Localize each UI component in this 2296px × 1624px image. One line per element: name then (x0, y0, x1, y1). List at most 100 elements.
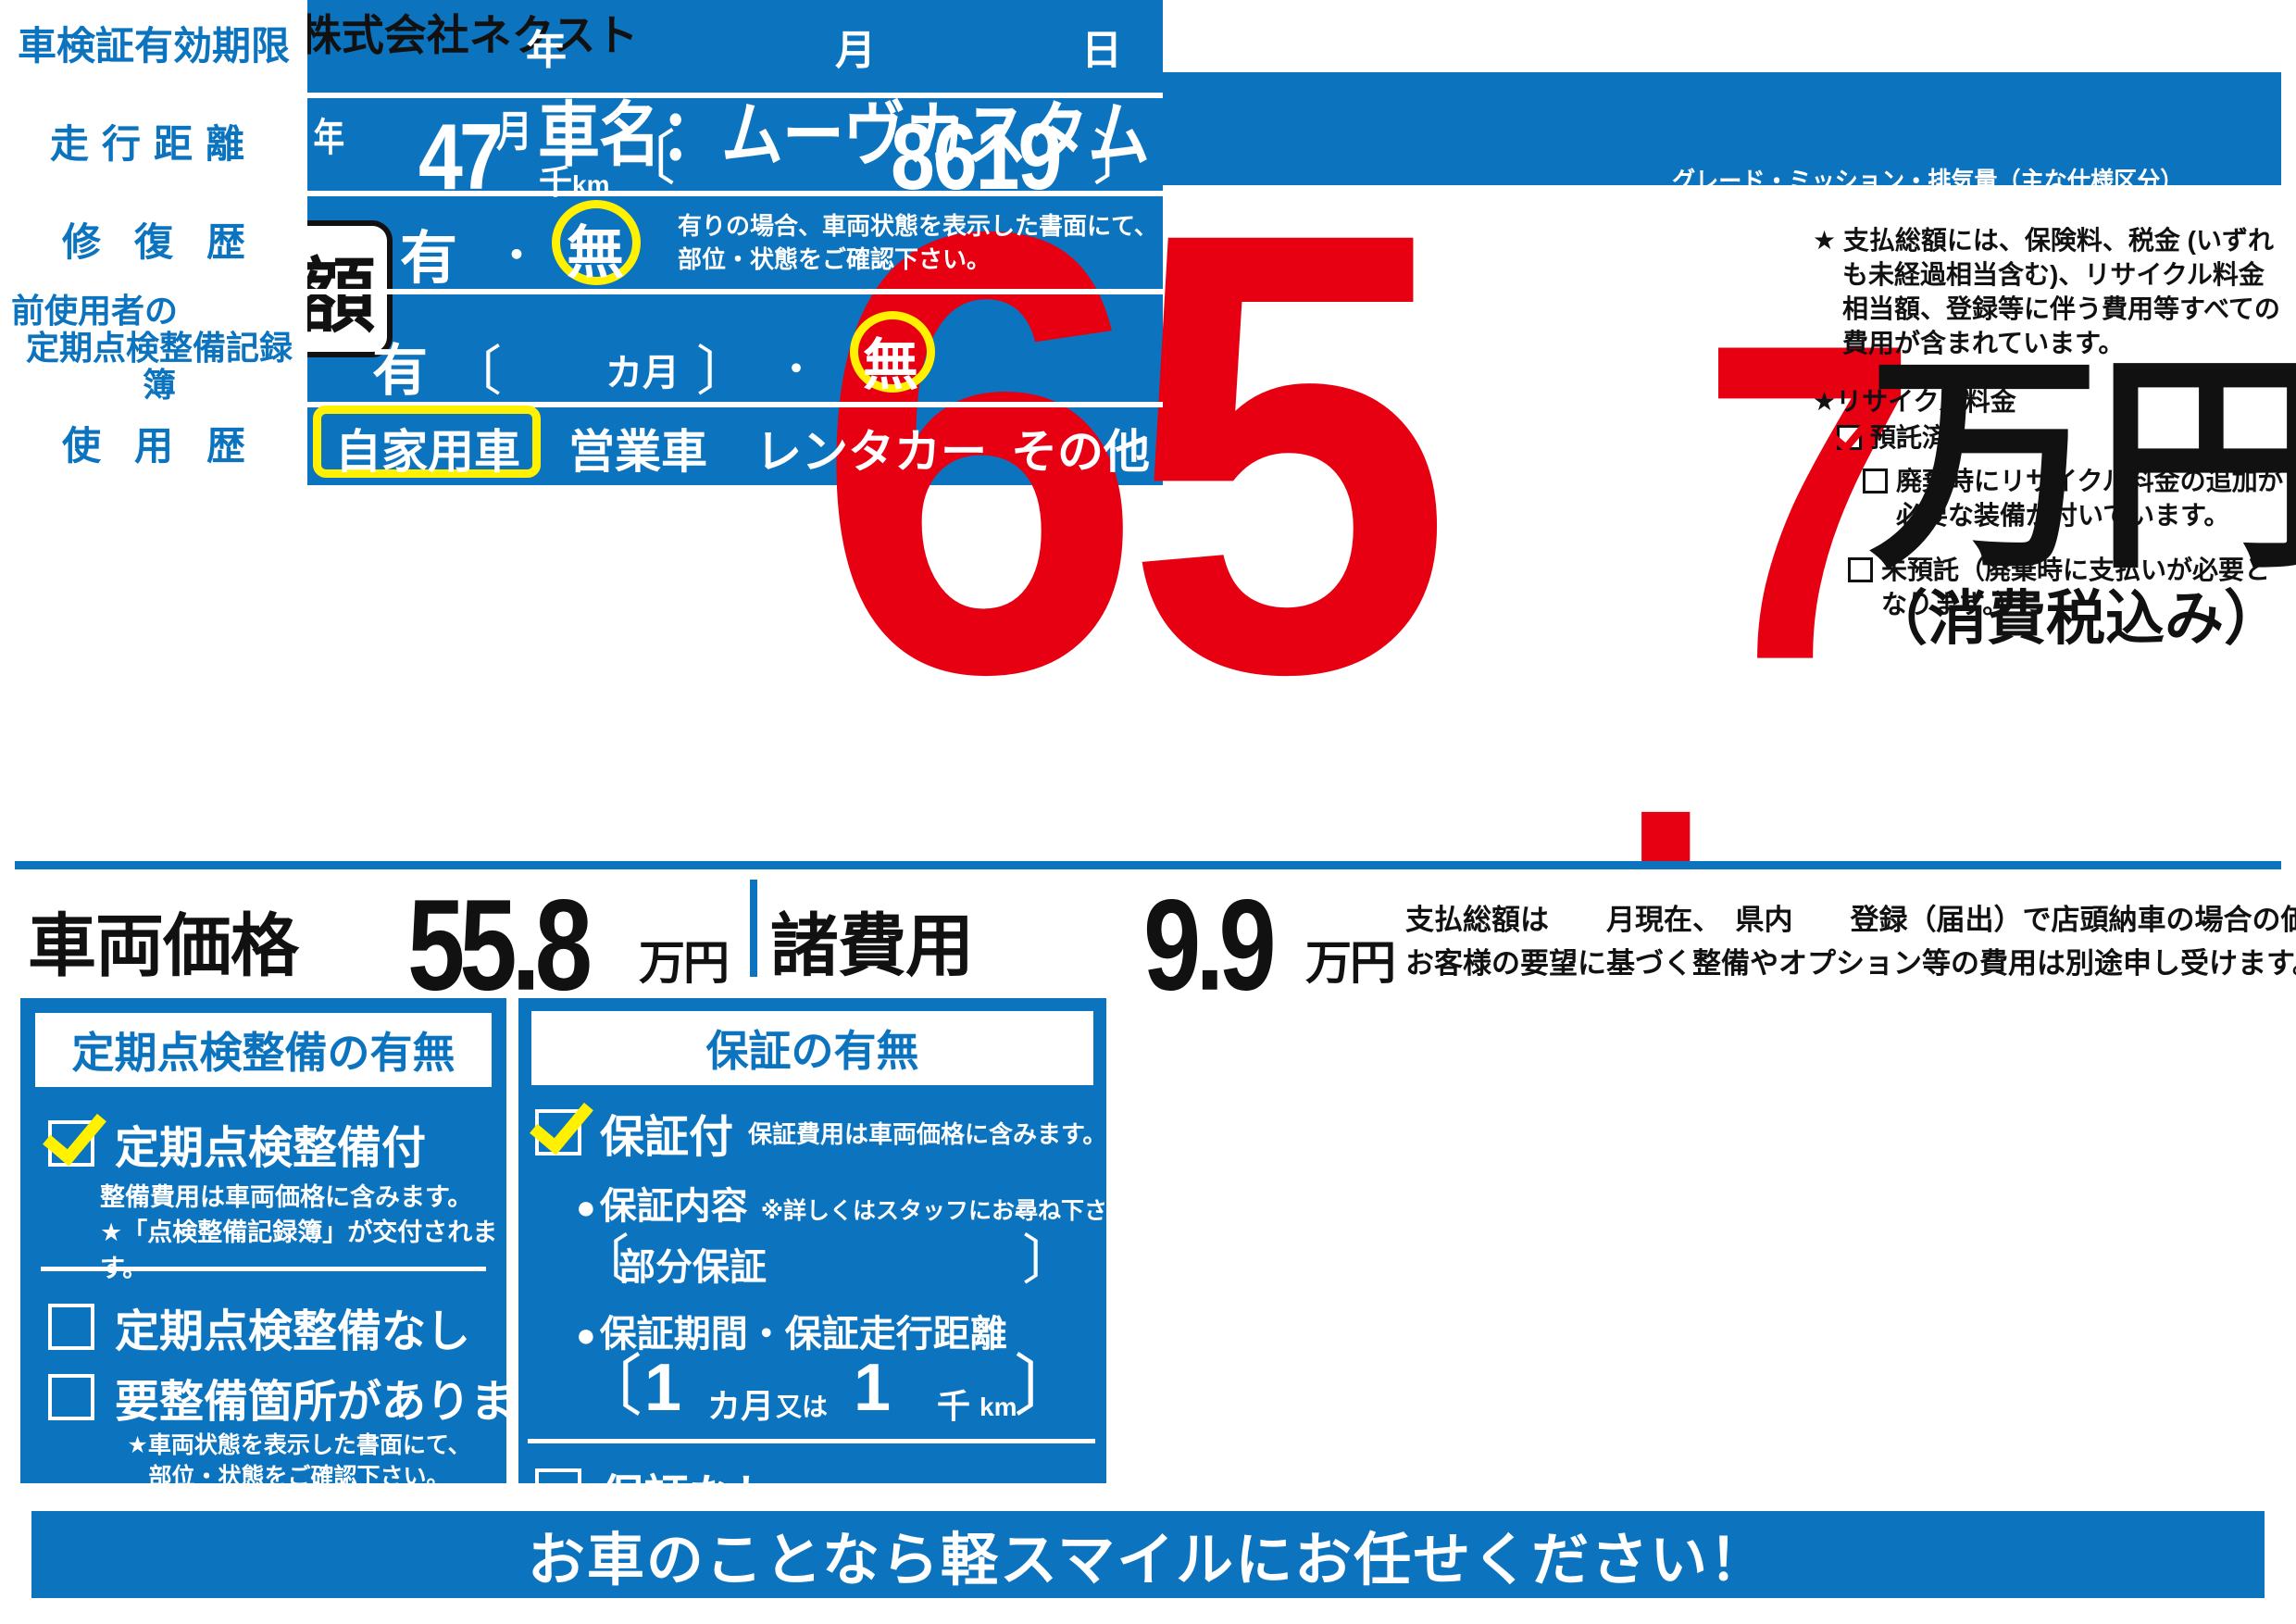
warranty-period-label: 保証期間・保証走行距離 (599, 1314, 1007, 1355)
previous-record-sep: ・ (778, 349, 815, 390)
warranty-panel: 保証の有無 保証付 保証費用は車両価格に含みます。 ● 保証内容 ※詳しくはスタ… (518, 998, 1154, 1521)
repair-history-yes[interactable]: 有 (400, 227, 458, 291)
inspection-panel-divider (41, 1267, 486, 1271)
warranty-period-months: 1 (644, 1351, 682, 1425)
repair-history-note: 有りの場合、車両状態を表示した書面にて、 部位・状態をご確認下さい。 (678, 209, 1159, 277)
section-divider (15, 861, 2281, 869)
inspection-panel: 定期点検整備の有無 定期点検整備付 整備費用は車両価格に含みます。 ★「点検整備… (20, 998, 559, 1490)
vehicle-header-bar: 初度 登録 (検査) H27 年 月 車名：ムーヴカスタム グレード・ミッション… (15, 72, 2281, 266)
row-value-mileage[interactable]: 47 千km 〔 8619 〕 (307, 98, 1163, 209)
warranty-content-note: ※詳しくはスタッフにお尋ね下さい。 (760, 1198, 1154, 1224)
bullet-icon: ● (576, 1188, 596, 1226)
table-row: 走行距離 47 千km 〔 8619 〕 (0, 98, 1163, 209)
table-row: 修復歴 有 ・ 無 有りの場合、車両状態を表示した書面にて、 部位・状態をご確認… (0, 196, 1163, 291)
row-header-usage-history: 使用歴 (0, 407, 307, 485)
inspection-option-needed[interactable]: 要整備箇所があります (48, 1365, 559, 1430)
inspection-option-none[interactable]: 定期点検整備なし (48, 1294, 470, 1359)
previous-record-line2: 定期点検整備記録簿 (25, 328, 293, 405)
shaken-month-label: 月 (835, 28, 876, 73)
vehicle-detail-table: 車検証有効期限 年 月 日 走行距離 47 千km 〔 8619 (0, 0, 1163, 485)
bracket-right-icon: 〕 (1092, 125, 1152, 192)
table-row-separator (0, 402, 1163, 407)
vehicle-price-unit: 万円 (639, 937, 730, 989)
warranty-period-or: 又は (776, 1393, 829, 1421)
warranty-period-months-unit: カ月 (707, 1387, 775, 1425)
shaken-day-label: 日 (1081, 28, 1122, 73)
inspection-footnote-line2: 部位・状態をご確認下さい。 (148, 1464, 450, 1490)
bracket-right-icon: 〕 (1013, 1350, 1080, 1424)
vehicle-price-label: 車両価格 (28, 907, 299, 984)
warranty-panel-divider (528, 1439, 1095, 1443)
row-value-repair-history[interactable]: 有 ・ 無 有りの場合、車両状態を表示した書面にて、 部位・状態をご確認下さい。 (307, 196, 1163, 291)
inspection-option-included-label: 定期点検整備付 (115, 1124, 427, 1173)
fees-value: 9.9 (1143, 872, 1277, 1018)
row-value-usage-history[interactable]: 自家用車 営業車 レンタカー その他 (307, 406, 1163, 485)
table-row: 前使用者の 定期点検整備記録簿 有 〔 カ月 〕 ・ 無 (0, 291, 1163, 405)
row-header-shaken-expiry: 車検証有効期限 (0, 0, 307, 93)
table-row-separator (0, 93, 1163, 98)
inspection-subnote: 整備費用は車両価格に含みます。 ★「点検整備記録簿」が交付されます。 (100, 1180, 498, 1286)
warranty-period-distance-unit: 千 (937, 1387, 971, 1425)
warranty-content-bracket: 〔 部分保証 〕 (576, 1233, 1076, 1294)
vehicle-price-value: 55.8 (407, 872, 593, 1018)
warranty-option-with-label: 保証付 (600, 1113, 734, 1162)
repair-history-no[interactable]: 無 (567, 221, 625, 285)
row-value-shaken-expiry[interactable]: 年 月 日 (307, 0, 1163, 93)
bottom-banner: お車のことなら軽スマイルにお任せください！ (31, 1511, 2265, 1598)
checkbox-checked-icon[interactable] (48, 1120, 94, 1167)
warranty-option-with[interactable]: 保証付 保証費用は車両価格に含みます。 (535, 1100, 1106, 1165)
price-note-line2: お客様の要望に基づく整備やオプション等の費用は別途申し受けます。 (1405, 947, 2296, 981)
checkbox-icon[interactable] (48, 1374, 94, 1420)
recycle-undeposited-option[interactable]: 未預託（廃棄時に支払いが必要となります。） (1848, 554, 2285, 622)
warranty-option-with-note: 保証費用は車両価格に含みます。 (748, 1119, 1107, 1148)
grade-value: カスタムX SA (1683, 210, 1990, 266)
warranty-content-label: 保証内容 (599, 1186, 748, 1227)
selection-ring-icon (552, 200, 641, 285)
bracket-left-icon: 〔 (448, 342, 503, 402)
year-unit-label: 年 (313, 116, 344, 159)
usage-option-other[interactable]: その他 (1011, 426, 1150, 478)
checkbox-icon[interactable] (1863, 468, 1888, 493)
warranty-period-values: 〔 1 カ月 又は 1 千 km 〕 (576, 1350, 1080, 1430)
usage-option-private[interactable]: 自家用車 (335, 426, 520, 478)
total-price-decimal-point: . (1618, 554, 1714, 936)
checkbox-checked-icon[interactable] (535, 1109, 581, 1156)
table-row: 車検証有効期限 年 月 日 (0, 0, 1163, 93)
selection-highlight-box (313, 406, 541, 478)
inspection-option-included[interactable]: 定期点検整備付 (48, 1111, 426, 1176)
recycle-extra-label: 廃棄時にリサイクル料金の追加が必要な装備が付いています。 (1896, 466, 2284, 530)
total-price-decimal: 7 (1702, 251, 1918, 756)
table-row-separator (0, 191, 1163, 196)
row-header-repair-history: 修復歴 (0, 196, 307, 289)
previous-record-no[interactable]: 無 (863, 334, 918, 396)
recycle-deposited-option[interactable]: 預託済み (1837, 421, 2285, 456)
warranty-panel-title: 保証の有無 (531, 1011, 1093, 1085)
price-note-line1: 支払総額は 月現在、 県内 登録（届出）で店頭納車の場合の価格です。 (1405, 904, 2296, 936)
checkbox-checked-icon[interactable] (1837, 424, 1862, 450)
usage-option-rental[interactable]: レンタカー (755, 426, 987, 478)
bracket-left-icon: 〔 (576, 1230, 630, 1291)
price-row-separator (750, 880, 757, 977)
recycle-undeposited-label: 未預託（廃棄時に支払いが必要となります。） (1881, 555, 2271, 618)
warranty-period-distance-unit2: km (980, 1393, 1017, 1421)
table-row: 使用歴 自家用車 営業車 レンタカー その他 (0, 406, 1163, 485)
checkbox-icon[interactable] (1848, 556, 1873, 582)
shaken-year-label: 年 (526, 28, 567, 73)
grade-label: グレード・ミッション・排気量（主な仕様区分） (1672, 168, 2184, 195)
recycle-notes: ★ 支払総額には、保険料、税金 (いずれも未経過相当含む)、リサイクル料金相当額… (1813, 224, 2285, 622)
recycle-extra-option[interactable]: 廃棄時にリサイクル料金の追加が必要な装備が付いています。 (1863, 465, 2285, 533)
previous-record-line1: 前使用者の (11, 291, 179, 330)
inspection-subnote-line2: ★「点検整備記録簿」が交付されます。 (100, 1218, 498, 1282)
fees-label: 諸費用 (770, 907, 974, 984)
previous-record-months-unit: カ月 (605, 353, 680, 394)
checkbox-icon[interactable] (48, 1304, 94, 1350)
previous-record-yes[interactable]: 有 (372, 340, 428, 402)
recycle-deposited-label: 預託済み (1870, 422, 1975, 452)
usage-option-business[interactable]: 営業車 (568, 426, 707, 478)
row-value-previous-record[interactable]: 有 〔 カ月 〕 ・ 無 (307, 294, 1163, 402)
checkbox-icon[interactable] (535, 1468, 581, 1515)
inspection-subnote-line1: 整備費用は車両価格に含みます。 (100, 1183, 473, 1211)
inspection-option-needed-label: 要整備箇所があります (115, 1378, 560, 1427)
recycle-heading: ★リサイクル料金 (1813, 386, 2016, 416)
